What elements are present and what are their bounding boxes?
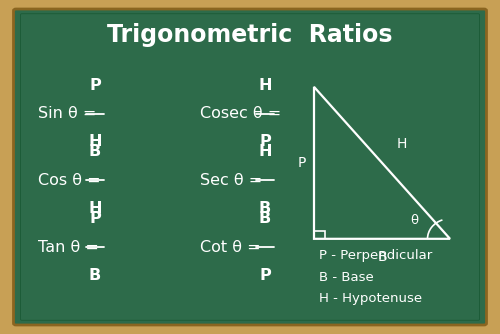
Text: B: B [377, 250, 387, 264]
Text: B: B [259, 201, 271, 216]
Text: Cosec θ =: Cosec θ = [200, 106, 286, 121]
Text: H: H [397, 138, 407, 151]
Text: H: H [88, 135, 102, 149]
Text: Sec θ =: Sec θ = [200, 173, 268, 188]
Text: B: B [89, 268, 101, 283]
Text: Sin θ =: Sin θ = [38, 106, 101, 121]
Text: H - Hypotenuse: H - Hypotenuse [319, 293, 422, 305]
Text: θ: θ [410, 214, 418, 227]
Text: P - Perpendicular: P - Perpendicular [319, 249, 432, 262]
Text: P: P [259, 135, 271, 149]
Text: P: P [298, 156, 306, 170]
Text: Tan θ =: Tan θ = [38, 240, 104, 255]
Text: B: B [259, 211, 271, 226]
Text: Cot θ =: Cot θ = [200, 240, 266, 255]
Text: B: B [89, 145, 101, 159]
Text: Cos θ =: Cos θ = [38, 173, 105, 188]
Text: H: H [88, 201, 102, 216]
Text: P: P [259, 268, 271, 283]
Text: P: P [89, 211, 101, 226]
FancyBboxPatch shape [14, 9, 486, 325]
Text: H: H [258, 78, 272, 93]
Text: H: H [258, 145, 272, 159]
Text: B - Base: B - Base [319, 271, 374, 284]
Text: P: P [89, 78, 101, 93]
Text: Trigonometric  Ratios: Trigonometric Ratios [107, 23, 393, 47]
